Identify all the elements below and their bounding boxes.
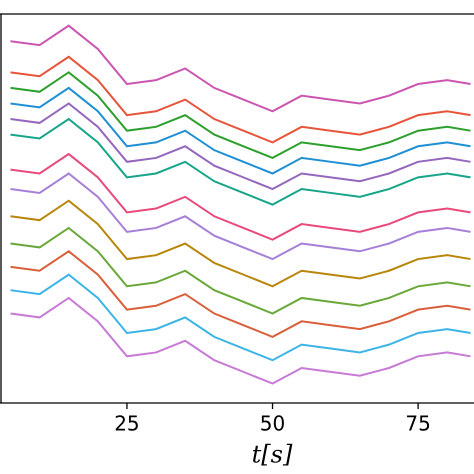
series-line xyxy=(10,117,471,206)
series-line xyxy=(10,296,471,385)
series-line xyxy=(10,226,471,315)
series-line xyxy=(10,273,471,362)
x-tick-label: 25 xyxy=(114,412,139,436)
x-tick-label: 75 xyxy=(405,412,430,436)
series-line xyxy=(10,55,471,144)
series-line xyxy=(10,102,471,191)
x-axis-label: t[s] xyxy=(252,441,293,469)
series-line xyxy=(10,250,471,338)
series-line xyxy=(10,71,471,160)
series-line xyxy=(10,172,471,261)
x-tick-label: 50 xyxy=(260,412,285,436)
series-line xyxy=(10,86,471,175)
series-line xyxy=(10,199,471,288)
series-line xyxy=(10,24,471,113)
series-line xyxy=(10,152,471,241)
